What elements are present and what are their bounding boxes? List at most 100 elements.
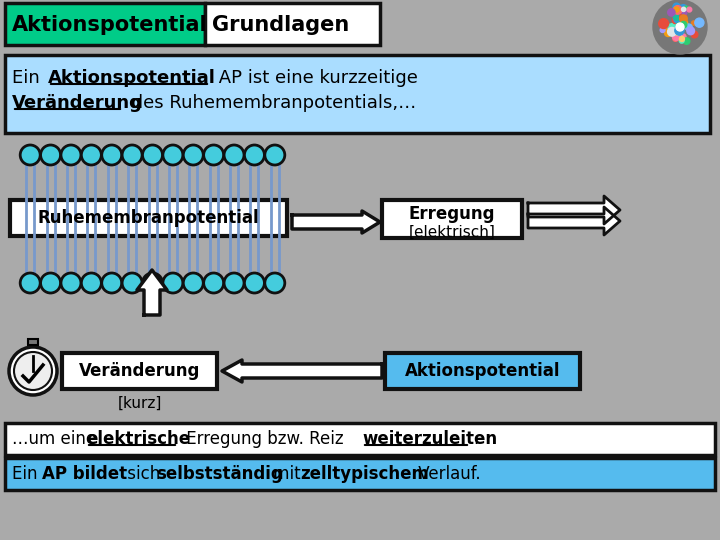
- Text: Verlauf.: Verlauf.: [413, 465, 481, 483]
- Circle shape: [691, 31, 698, 38]
- Circle shape: [20, 145, 40, 165]
- Circle shape: [204, 273, 224, 293]
- Circle shape: [14, 352, 52, 390]
- Circle shape: [682, 10, 687, 15]
- Circle shape: [204, 145, 224, 165]
- Text: Aktionspotential: Aktionspotential: [405, 362, 560, 380]
- Polygon shape: [222, 360, 382, 382]
- Circle shape: [184, 273, 203, 293]
- FancyBboxPatch shape: [28, 339, 38, 345]
- Circle shape: [680, 15, 688, 23]
- Circle shape: [680, 36, 685, 42]
- Polygon shape: [528, 196, 620, 224]
- Circle shape: [81, 145, 102, 165]
- Text: Ein: Ein: [12, 465, 42, 483]
- Text: weiterzuleiten: weiterzuleiten: [362, 430, 497, 448]
- Circle shape: [673, 5, 682, 14]
- Text: [elektrisch]: [elektrisch]: [408, 225, 495, 240]
- Text: Erregung bzw. Reiz: Erregung bzw. Reiz: [181, 430, 349, 448]
- Text: zelltypischem: zelltypischem: [300, 465, 429, 483]
- Circle shape: [224, 145, 244, 165]
- FancyBboxPatch shape: [382, 200, 522, 238]
- Text: Aktionspotential: Aktionspotential: [12, 15, 207, 35]
- Circle shape: [676, 23, 684, 31]
- Circle shape: [680, 21, 687, 28]
- Circle shape: [673, 3, 680, 10]
- Circle shape: [674, 7, 679, 12]
- Circle shape: [672, 17, 679, 24]
- FancyBboxPatch shape: [5, 55, 710, 133]
- Circle shape: [679, 22, 686, 29]
- Circle shape: [668, 24, 677, 32]
- FancyBboxPatch shape: [5, 3, 205, 45]
- Circle shape: [143, 273, 163, 293]
- Text: Erregung: Erregung: [409, 205, 495, 223]
- Circle shape: [685, 24, 692, 31]
- Circle shape: [678, 25, 683, 30]
- Circle shape: [662, 23, 670, 31]
- Circle shape: [677, 23, 684, 31]
- Circle shape: [659, 19, 669, 29]
- Circle shape: [692, 21, 696, 25]
- Circle shape: [677, 10, 683, 16]
- Text: elektrische: elektrische: [86, 430, 190, 448]
- Circle shape: [679, 5, 688, 12]
- Text: Grundlagen: Grundlagen: [212, 15, 349, 35]
- Circle shape: [244, 145, 264, 165]
- Circle shape: [102, 145, 122, 165]
- Circle shape: [683, 38, 690, 44]
- Polygon shape: [137, 270, 167, 315]
- Circle shape: [695, 18, 704, 27]
- Circle shape: [667, 9, 675, 16]
- Circle shape: [675, 24, 681, 30]
- Circle shape: [20, 273, 40, 293]
- Circle shape: [675, 33, 682, 39]
- Circle shape: [684, 6, 688, 10]
- FancyBboxPatch shape: [62, 353, 217, 389]
- Circle shape: [675, 30, 680, 35]
- Text: Veränderung: Veränderung: [12, 94, 143, 112]
- Circle shape: [184, 145, 203, 165]
- Circle shape: [678, 24, 683, 28]
- Circle shape: [40, 145, 60, 165]
- Circle shape: [680, 13, 687, 20]
- Circle shape: [681, 22, 688, 29]
- Circle shape: [122, 145, 142, 165]
- Text: Aktionspotential: Aktionspotential: [48, 69, 216, 87]
- Text: Ein: Ein: [12, 69, 45, 87]
- Text: mit: mit: [268, 465, 306, 483]
- Circle shape: [40, 273, 60, 293]
- Circle shape: [672, 36, 678, 41]
- Text: Veränderung: Veränderung: [78, 362, 200, 380]
- Text: selbstständig: selbstständig: [156, 465, 283, 483]
- Circle shape: [682, 7, 685, 11]
- FancyBboxPatch shape: [205, 3, 380, 45]
- Text: AP bildet: AP bildet: [42, 465, 127, 483]
- Circle shape: [679, 38, 684, 43]
- Circle shape: [687, 27, 695, 35]
- Circle shape: [680, 19, 688, 26]
- Text: AP ist eine kurzzeitige: AP ist eine kurzzeitige: [213, 69, 418, 87]
- Circle shape: [674, 14, 683, 23]
- Circle shape: [163, 145, 183, 165]
- Circle shape: [660, 28, 665, 32]
- Circle shape: [122, 273, 142, 293]
- Circle shape: [244, 273, 264, 293]
- Circle shape: [672, 32, 680, 40]
- FancyBboxPatch shape: [10, 200, 287, 236]
- FancyBboxPatch shape: [5, 423, 715, 455]
- Text: sich: sich: [122, 465, 166, 483]
- Circle shape: [81, 273, 102, 293]
- Text: .: .: [473, 430, 478, 448]
- Circle shape: [61, 145, 81, 165]
- Circle shape: [680, 34, 686, 40]
- Circle shape: [265, 273, 285, 293]
- Circle shape: [673, 12, 681, 21]
- Circle shape: [675, 26, 684, 35]
- Text: des Ruhemembranpotentials,…: des Ruhemembranpotentials,…: [126, 94, 416, 112]
- Circle shape: [677, 25, 682, 30]
- Circle shape: [61, 273, 81, 293]
- Circle shape: [9, 347, 57, 395]
- Circle shape: [265, 145, 285, 165]
- Circle shape: [665, 29, 672, 37]
